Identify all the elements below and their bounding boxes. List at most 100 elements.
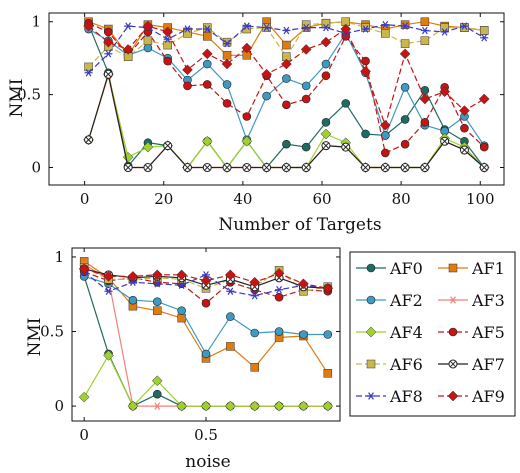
top-point-af5 <box>361 56 370 66</box>
bottom-point-af8 <box>226 287 235 295</box>
top-point-af7 <box>400 163 410 173</box>
legend-label-af1: AF1 <box>471 259 505 278</box>
bottom-point-af1 <box>323 369 333 378</box>
top-point-af0 <box>301 142 311 152</box>
top-point-af9 <box>281 58 292 70</box>
bottom-y-tick-label: 0.5 <box>40 323 64 341</box>
legend-label-af3: AF3 <box>471 291 505 310</box>
top-point-af4 <box>320 128 332 140</box>
bottom-line-af9 <box>84 268 328 289</box>
top-point-af8 <box>124 22 133 30</box>
bottom-point-af9 <box>225 269 236 281</box>
top-point-af5 <box>460 123 469 133</box>
top-point-af8 <box>183 25 192 33</box>
bottom-point-af8 <box>250 291 259 300</box>
bottom-point-af4 <box>176 400 187 412</box>
bottom-point-af2 <box>152 297 162 306</box>
bottom-point-af4 <box>200 400 212 412</box>
bottom-y-axis-label: NMI <box>25 318 45 357</box>
top-point-af4 <box>142 141 154 153</box>
bottom-series-af2 <box>79 272 333 359</box>
top-point-af9 <box>379 119 391 131</box>
top-point-af8 <box>321 23 330 32</box>
bottom-point-af4 <box>103 350 114 361</box>
top-point-af7 <box>262 163 272 173</box>
bottom-point-af2 <box>226 312 235 321</box>
top-point-af9 <box>320 36 332 48</box>
bottom-point-af9 <box>78 263 90 275</box>
top-point-af8 <box>262 23 271 32</box>
top-point-af5 <box>479 142 489 152</box>
top-point-af9 <box>102 36 114 48</box>
top-point-af5 <box>104 27 113 37</box>
legend-items: AF0 AF1 AF2 AF3 AF4 AF5 AF6 AF7 AF8 AF9 <box>356 259 505 406</box>
top-series-af7 <box>84 69 489 173</box>
legend-marker-af8 <box>367 392 375 400</box>
bottom-point-af1 <box>226 342 235 351</box>
top-point-af9 <box>261 68 272 80</box>
top-point-af9 <box>221 58 233 70</box>
top-y-tick-label: 0.5 <box>17 86 41 104</box>
top-point-af6 <box>460 23 469 32</box>
legend-box <box>349 251 516 417</box>
legend-item-af4: AF4 <box>356 323 423 342</box>
bottom-point-af2 <box>177 306 186 315</box>
top-point-af8 <box>420 26 429 35</box>
top-point-af8 <box>242 22 251 30</box>
top-point-af9 <box>241 42 253 54</box>
top-point-af7 <box>479 163 489 173</box>
top-point-af6 <box>440 23 449 32</box>
legend-marker-af6 <box>366 359 376 369</box>
bottom-point-af5 <box>274 292 284 302</box>
bottom-point-af8 <box>104 287 113 295</box>
top-point-af6 <box>420 36 430 45</box>
top-point-af6 <box>203 23 212 32</box>
top-point-af7 <box>281 163 291 173</box>
top-point-af1 <box>420 17 430 26</box>
top-point-af4 <box>201 135 213 147</box>
top-y-tick-label: 1 <box>31 13 41 31</box>
legend-marker-af3 <box>449 296 457 304</box>
legend-item-af0: AF0 <box>356 259 423 278</box>
top-point-af7 <box>202 163 212 173</box>
bottom-point-af9 <box>298 278 309 290</box>
legend-marker-af7 <box>448 359 458 369</box>
top-plot-frame <box>48 12 505 186</box>
top-point-af9 <box>360 65 371 77</box>
bottom-series-af4 <box>78 350 334 412</box>
top-point-af8 <box>480 34 489 42</box>
bottom-point-af1 <box>153 306 162 315</box>
top-point-af5 <box>321 71 331 80</box>
bottom-point-af9 <box>127 270 139 282</box>
top-point-af2 <box>143 43 153 53</box>
bottom-point-af4 <box>322 400 334 412</box>
top-point-af0 <box>341 99 351 108</box>
bottom-point-af9 <box>151 269 163 281</box>
bottom-point-af3 <box>153 402 162 410</box>
legend-item-af1: AF1 <box>438 259 505 278</box>
legend-item-af6: AF6 <box>356 355 423 374</box>
bottom-point-af9 <box>322 282 334 294</box>
top-point-af7 <box>420 163 430 173</box>
top-point-af6 <box>163 40 172 50</box>
legend-marker-af0 <box>366 263 376 273</box>
top-point-af7 <box>123 163 133 173</box>
top-point-af2 <box>202 59 212 69</box>
top-point-af8 <box>460 22 469 30</box>
top-point-af7 <box>301 163 311 173</box>
top-x-tick-label: 60 <box>312 190 331 208</box>
top-point-af6 <box>183 29 192 38</box>
top-y-axis-label: NMI <box>7 79 27 118</box>
top-series-af9 <box>83 20 490 131</box>
bottom-line-af4 <box>83 354 328 408</box>
top-point-af7 <box>182 163 192 173</box>
bottom-x-tick-label: 0 <box>79 426 89 444</box>
legend-label-af8: AF8 <box>389 387 423 406</box>
legend-marker-af5 <box>448 327 458 337</box>
top-point-af7 <box>440 136 450 146</box>
top-point-af7 <box>321 141 331 151</box>
top-point-af7 <box>163 141 173 151</box>
top-point-af0 <box>400 115 410 124</box>
bottom-point-af2 <box>250 328 260 338</box>
top-panel: 0 20 40 60 80 100 0 0.5 1 Number of Targets NMI <box>7 12 505 235</box>
